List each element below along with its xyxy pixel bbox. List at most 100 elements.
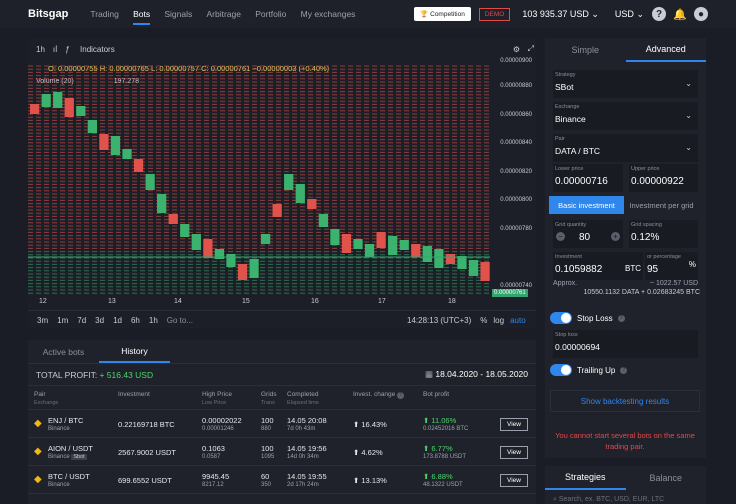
info-icon: ? — [397, 392, 405, 399]
candle — [468, 260, 479, 276]
tab-advanced[interactable]: Advanced — [625, 38, 706, 62]
candlestick-plot[interactable] — [28, 58, 490, 332]
tab-simple[interactable]: Simple — [571, 45, 599, 55]
percent-scale-toggle[interactable]: % — [480, 316, 488, 325]
fullscreen-icon[interactable]: ⤢ — [527, 44, 534, 53]
grid-spacing-field[interactable]: Grid spacing 0.12% — [629, 220, 698, 248]
help-icon[interactable]: ? — [652, 7, 666, 21]
trailing-up-toggle[interactable] — [550, 364, 572, 376]
demo-button[interactable]: DEMO — [478, 7, 511, 21]
col-investment[interactable]: Investment — [118, 391, 150, 398]
period-3m[interactable]: 3m — [37, 316, 49, 325]
investment-value: 0.1059882 — [555, 264, 603, 275]
chevron-down-icon: ⌄ — [685, 79, 692, 88]
clock[interactable]: 14:28:13 (UTC+3) — [407, 316, 472, 325]
period-1m[interactable]: 1m — [57, 316, 69, 325]
col-grids[interactable]: Grids Trans — [261, 391, 277, 407]
candle — [110, 136, 121, 155]
exchange-select[interactable]: Exchange Binance ⌄ — [553, 102, 698, 130]
col-completed[interactable]: Completed Elapsed time — [287, 391, 319, 407]
logo[interactable]: Bitsgap — [28, 8, 69, 20]
approx-row: Approx. ~ 1022.57 USD — [553, 280, 698, 287]
candle — [307, 199, 317, 209]
upper-price-field[interactable]: Upper price 0.00000922 — [629, 164, 698, 192]
percentage-field[interactable]: or percentage 95 % — [645, 252, 698, 280]
nav-signals[interactable]: Signals — [164, 9, 193, 19]
col-low-label: Low Price — [202, 400, 227, 406]
candle — [133, 159, 144, 172]
table-row[interactable]: ◆ ENJ / BTC Binance 0.22169718 BTC 0.000020… — [28, 410, 536, 438]
candle — [30, 104, 40, 114]
period-1d[interactable]: 1d — [113, 316, 122, 325]
grid-quantity-field[interactable]: Grid quantity 80 − + — [553, 220, 623, 248]
investment-cell: 0.22169718 BTC — [118, 420, 175, 429]
date-range-picker[interactable]: ▦ 18.04.2020 - 18.05.2020 — [425, 369, 528, 380]
timeframe-button[interactable]: 1h — [36, 44, 45, 54]
elapsed-time: 2d 17h 24m — [287, 482, 319, 488]
balance-dropdown[interactable]: 103 935.37 USD ⌄ — [522, 9, 599, 20]
indicators-button[interactable]: ƒ Indicators — [65, 44, 115, 54]
stop-loss-field[interactable]: Stop loss 0.00000694 — [553, 330, 698, 358]
nav-trading[interactable]: Trading — [90, 9, 119, 19]
investment-field[interactable]: Investment 0.1059882 BTC — [553, 252, 643, 280]
nav-portfolio[interactable]: Portfolio — [255, 9, 287, 19]
period-3d[interactable]: 3d — [95, 316, 105, 325]
col-invest-change[interactable]: Invest. change ? — [353, 391, 405, 399]
plus-icon[interactable]: + — [611, 232, 620, 241]
tab-active-bots[interactable]: Active bots — [42, 346, 85, 357]
upper-price-label: Upper price — [631, 166, 660, 172]
user-icon[interactable]: ● — [694, 7, 708, 21]
competition-button[interactable]: 🏆 Competition — [414, 7, 471, 21]
info-icon: ? — [620, 366, 628, 374]
tab-history[interactable]: History — [99, 340, 170, 363]
period-7d[interactable]: 7d — [77, 316, 87, 325]
trans-count: 1095 — [261, 454, 275, 460]
strategy-search-input[interactable]: ⌕ Search, ex. BTC, USD, EUR, LTC — [553, 496, 664, 504]
stop-loss-toggle[interactable] — [550, 312, 572, 324]
bell-icon[interactable]: 🔔 — [673, 8, 687, 21]
col-pair[interactable]: Pair Exchange — [34, 391, 58, 407]
price-chart[interactable]: 1h ıİ ƒ Indicators ⚙ ⤢ O: 0.00000755 H: … — [28, 38, 536, 328]
tab-basic-investment[interactable]: Basic investment — [549, 196, 624, 214]
chart-footer: 3m 1m 7d 3d 1d 6h 1h Go to... 14:28:13 (… — [28, 310, 536, 330]
chevron-down-icon: ⌄ — [591, 8, 599, 19]
nav-bots[interactable]: Bots — [133, 1, 151, 27]
table-row[interactable]: ◆ BTC / USDT Binance 699.6552 USDT 9945.45 8… — [28, 466, 536, 494]
grids-count: 60 — [261, 472, 270, 481]
lower-price-field[interactable]: Lower price 0.00000716 — [553, 164, 623, 192]
currency-dropdown[interactable]: USD ⌄ — [615, 9, 644, 20]
show-backtesting-button[interactable]: Show backtesting results — [550, 390, 700, 412]
view-button[interactable]: View — [500, 446, 528, 459]
nav-arbitrage[interactable]: Arbitrage — [206, 9, 241, 19]
candle — [457, 256, 467, 269]
pair-select[interactable]: Pair DATA / BTC ⌄ — [553, 134, 698, 162]
candle — [295, 184, 305, 203]
y-tick: 0.00000860 — [500, 112, 532, 118]
view-button[interactable]: View — [500, 418, 528, 431]
settings-icon[interactable]: ⚙ — [512, 44, 520, 54]
approx-label: Approx. — [553, 280, 578, 287]
period-1h[interactable]: 1h — [148, 316, 158, 325]
col-bot-profit[interactable]: Bot profit — [423, 391, 450, 398]
goto-date-button[interactable]: Go to... — [166, 316, 194, 325]
minus-icon[interactable]: − — [556, 232, 565, 241]
candle — [330, 229, 340, 245]
elapsed-time: 7d 0h 43m — [287, 426, 316, 432]
tab-balance[interactable]: Balance — [649, 473, 683, 483]
nav-my-exchanges[interactable]: My exchanges — [300, 9, 356, 19]
trans-count: 880 — [261, 426, 272, 432]
strategy-select[interactable]: Strategy SBot ⌄ — [553, 70, 698, 98]
auto-scale-toggle[interactable]: auto — [510, 316, 526, 325]
col-high-price[interactable]: High Price Low Price — [202, 391, 232, 407]
lower-price-value: 0.00000716 — [555, 176, 608, 187]
tab-investment-per-grid[interactable]: Investment per grid — [629, 200, 694, 210]
view-button[interactable]: View — [500, 474, 528, 487]
period-6h[interactable]: 6h — [130, 316, 140, 325]
invest-change: 16.43% — [361, 420, 387, 429]
tab-strategies[interactable]: Strategies — [545, 466, 626, 490]
candle — [180, 224, 190, 237]
table-row[interactable]: ◆ AION / USDT Binance Sbot 2567.9002 USDT 0.… — [28, 438, 536, 466]
log-scale-toggle[interactable]: log — [493, 316, 505, 325]
low-price: 8217.12 — [202, 482, 224, 488]
candle-type-icon[interactable]: ıİ — [52, 44, 58, 54]
